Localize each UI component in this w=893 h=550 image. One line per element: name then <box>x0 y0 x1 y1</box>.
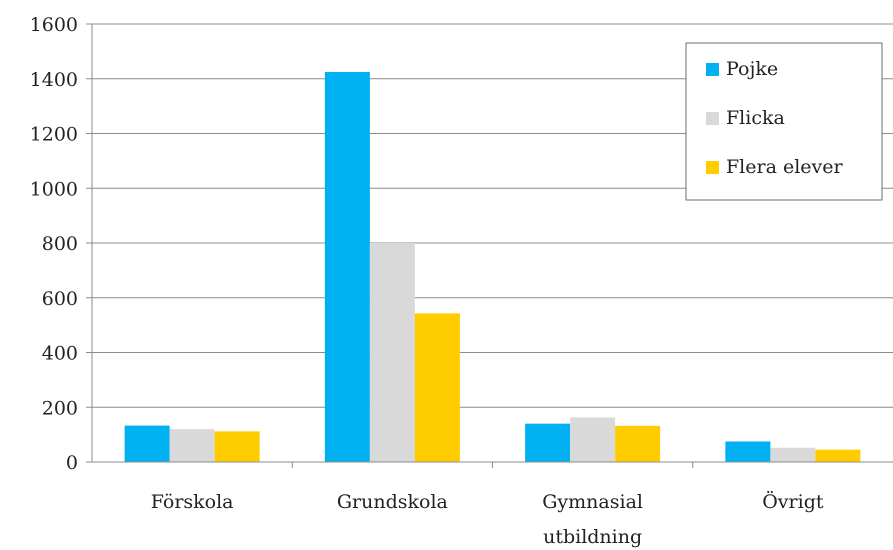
y-tick-label: 1200 <box>30 124 78 146</box>
axes <box>86 23 893 468</box>
y-tick-label: 0 <box>66 452 78 474</box>
bar-flicka <box>369 243 415 462</box>
bar-flicka <box>570 417 616 462</box>
legend-label: Pojke <box>726 58 778 80</box>
bar-pojke <box>725 441 771 462</box>
gridlines <box>92 23 893 408</box>
legend-swatch <box>706 112 719 125</box>
bar-flera-elever <box>214 431 260 462</box>
y-tick-label: 1600 <box>30 14 78 36</box>
bar-pojke <box>525 423 571 462</box>
y-tick-label: 1000 <box>30 178 78 200</box>
y-tick-label: 800 <box>42 233 78 255</box>
legend-label: Flera elever <box>726 156 843 178</box>
legend: Pojke Flicka Flera elever <box>685 42 883 201</box>
bar-flera-elever <box>815 449 861 462</box>
x-category-label: Grundskola <box>337 491 448 513</box>
legend-swatch <box>706 63 719 76</box>
y-tick-label: 200 <box>42 397 78 419</box>
x-category-label: Övrigt <box>762 490 824 513</box>
bar-pojke <box>124 425 170 462</box>
bar-flera-elever <box>615 425 661 462</box>
x-category-labels: Förskola Grundskola Gymnasial utbildning Övr… <box>151 490 824 548</box>
bars <box>124 71 861 462</box>
bar-flera-elever <box>414 313 460 462</box>
legend-swatch <box>706 161 719 174</box>
x-category-label: Förskola <box>151 491 234 513</box>
y-tick-label: 1400 <box>30 69 78 91</box>
legend-label: Flicka <box>726 107 785 129</box>
y-tick-label: 400 <box>42 343 78 365</box>
x-category-label: Gymnasial <box>542 491 643 513</box>
y-tick-label: 600 <box>42 288 78 310</box>
y-tick-labels: 0 200 400 600 800 1000 1200 1400 1600 <box>30 14 78 474</box>
bar-flicka <box>169 429 215 462</box>
x-category-label: utbildning <box>543 526 642 548</box>
bar-pojke <box>324 71 370 462</box>
bar-flicka <box>770 447 816 462</box>
